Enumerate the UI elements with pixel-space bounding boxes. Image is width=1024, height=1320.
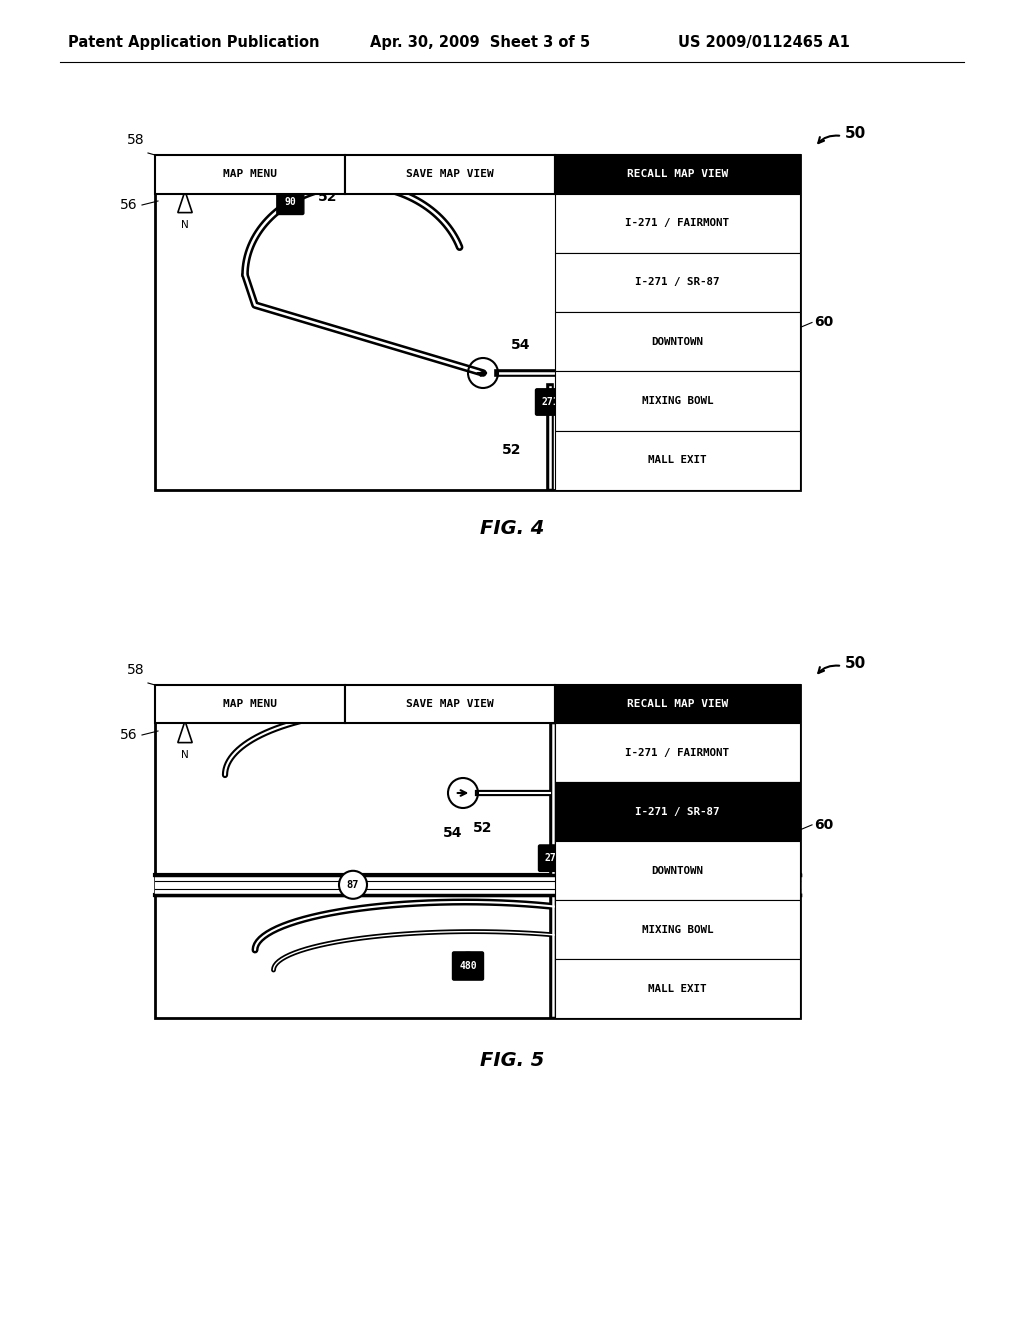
Bar xyxy=(555,783,800,841)
Text: 54: 54 xyxy=(511,338,530,352)
Text: US 2009/0112465 A1: US 2009/0112465 A1 xyxy=(678,34,850,49)
Text: 87: 87 xyxy=(347,880,359,890)
Text: N: N xyxy=(181,219,188,230)
FancyBboxPatch shape xyxy=(536,389,564,416)
Text: 56: 56 xyxy=(121,198,138,213)
Text: 50: 50 xyxy=(845,656,866,671)
Bar xyxy=(555,841,800,900)
FancyBboxPatch shape xyxy=(539,845,567,871)
Bar xyxy=(555,723,800,783)
Ellipse shape xyxy=(461,952,476,960)
Text: Apr. 30, 2009  Sheet 3 of 5: Apr. 30, 2009 Sheet 3 of 5 xyxy=(370,34,590,49)
Text: FIG. 4: FIG. 4 xyxy=(480,519,544,537)
Text: I-271 / FAIRMONT: I-271 / FAIRMONT xyxy=(626,747,729,758)
Text: N: N xyxy=(181,750,188,759)
FancyBboxPatch shape xyxy=(453,952,483,979)
Text: RECALL MAP VIEW: RECALL MAP VIEW xyxy=(627,169,728,180)
Text: DOWNTOWN: DOWNTOWN xyxy=(651,866,703,875)
Text: 58: 58 xyxy=(127,133,145,147)
Bar xyxy=(555,960,800,1018)
Text: 52: 52 xyxy=(473,821,493,836)
Bar xyxy=(155,685,800,1018)
Text: 54: 54 xyxy=(443,826,463,840)
Text: RECALL MAP VIEW: RECALL MAP VIEW xyxy=(627,700,728,709)
Text: DOWNTOWN: DOWNTOWN xyxy=(651,337,703,347)
Text: MIXING BOWL: MIXING BOWL xyxy=(642,396,713,407)
Text: MAP MENU: MAP MENU xyxy=(223,169,278,180)
Ellipse shape xyxy=(546,846,560,853)
Text: 50: 50 xyxy=(845,125,866,140)
Ellipse shape xyxy=(543,389,557,396)
FancyBboxPatch shape xyxy=(276,190,304,214)
Text: 58: 58 xyxy=(127,663,145,677)
Text: 90: 90 xyxy=(285,197,296,207)
Bar xyxy=(155,685,345,723)
Text: SAVE MAP VIEW: SAVE MAP VIEW xyxy=(407,169,494,180)
Bar xyxy=(555,371,800,430)
Text: MALL EXIT: MALL EXIT xyxy=(648,983,707,994)
Bar xyxy=(555,685,800,723)
Text: 52: 52 xyxy=(318,190,338,205)
Text: I-271 / SR-87: I-271 / SR-87 xyxy=(635,807,720,817)
Text: 60: 60 xyxy=(814,818,834,832)
Bar xyxy=(345,154,555,194)
Bar xyxy=(155,154,800,490)
Text: MIXING BOWL: MIXING BOWL xyxy=(642,924,713,935)
Bar xyxy=(555,430,800,490)
Text: MALL EXIT: MALL EXIT xyxy=(648,455,707,466)
Text: FIG. 5: FIG. 5 xyxy=(480,1051,544,1069)
Bar xyxy=(155,154,345,194)
Text: Patent Application Publication: Patent Application Publication xyxy=(68,34,319,49)
Ellipse shape xyxy=(284,190,297,197)
Text: 52: 52 xyxy=(502,444,521,457)
Bar xyxy=(345,685,555,723)
Circle shape xyxy=(339,871,367,899)
Text: MAP MENU: MAP MENU xyxy=(223,700,278,709)
Text: I-271 / SR-87: I-271 / SR-87 xyxy=(635,277,720,288)
Text: 271: 271 xyxy=(544,853,562,863)
Bar xyxy=(555,900,800,960)
Text: 56: 56 xyxy=(121,729,138,742)
Text: SAVE MAP VIEW: SAVE MAP VIEW xyxy=(407,700,494,709)
Bar xyxy=(555,312,800,371)
Text: 60: 60 xyxy=(814,315,834,330)
Text: 480: 480 xyxy=(459,961,477,972)
Text: I-271 / FAIRMONT: I-271 / FAIRMONT xyxy=(626,218,729,228)
Bar xyxy=(555,194,800,253)
Bar xyxy=(555,154,800,194)
Bar xyxy=(555,253,800,312)
Text: 271: 271 xyxy=(542,397,559,407)
